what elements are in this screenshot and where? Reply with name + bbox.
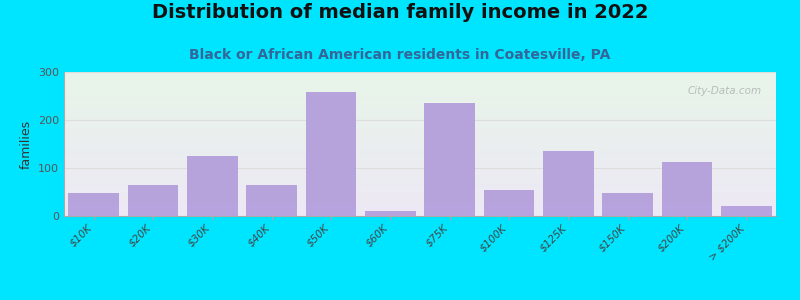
- Bar: [484, 190, 534, 216]
- Bar: [425, 103, 475, 216]
- Bar: [187, 156, 238, 216]
- Bar: [602, 193, 653, 216]
- Text: City-Data.com: City-Data.com: [688, 86, 762, 96]
- Bar: [721, 206, 771, 216]
- Text: Black or African American residents in Coatesville, PA: Black or African American residents in C…: [190, 48, 610, 62]
- Bar: [662, 162, 712, 216]
- Bar: [365, 211, 415, 216]
- Bar: [306, 92, 356, 216]
- Bar: [69, 193, 119, 216]
- Bar: [246, 185, 297, 216]
- Bar: [543, 151, 594, 216]
- Y-axis label: families: families: [19, 119, 33, 169]
- Bar: [128, 185, 178, 216]
- Text: Distribution of median family income in 2022: Distribution of median family income in …: [152, 3, 648, 22]
